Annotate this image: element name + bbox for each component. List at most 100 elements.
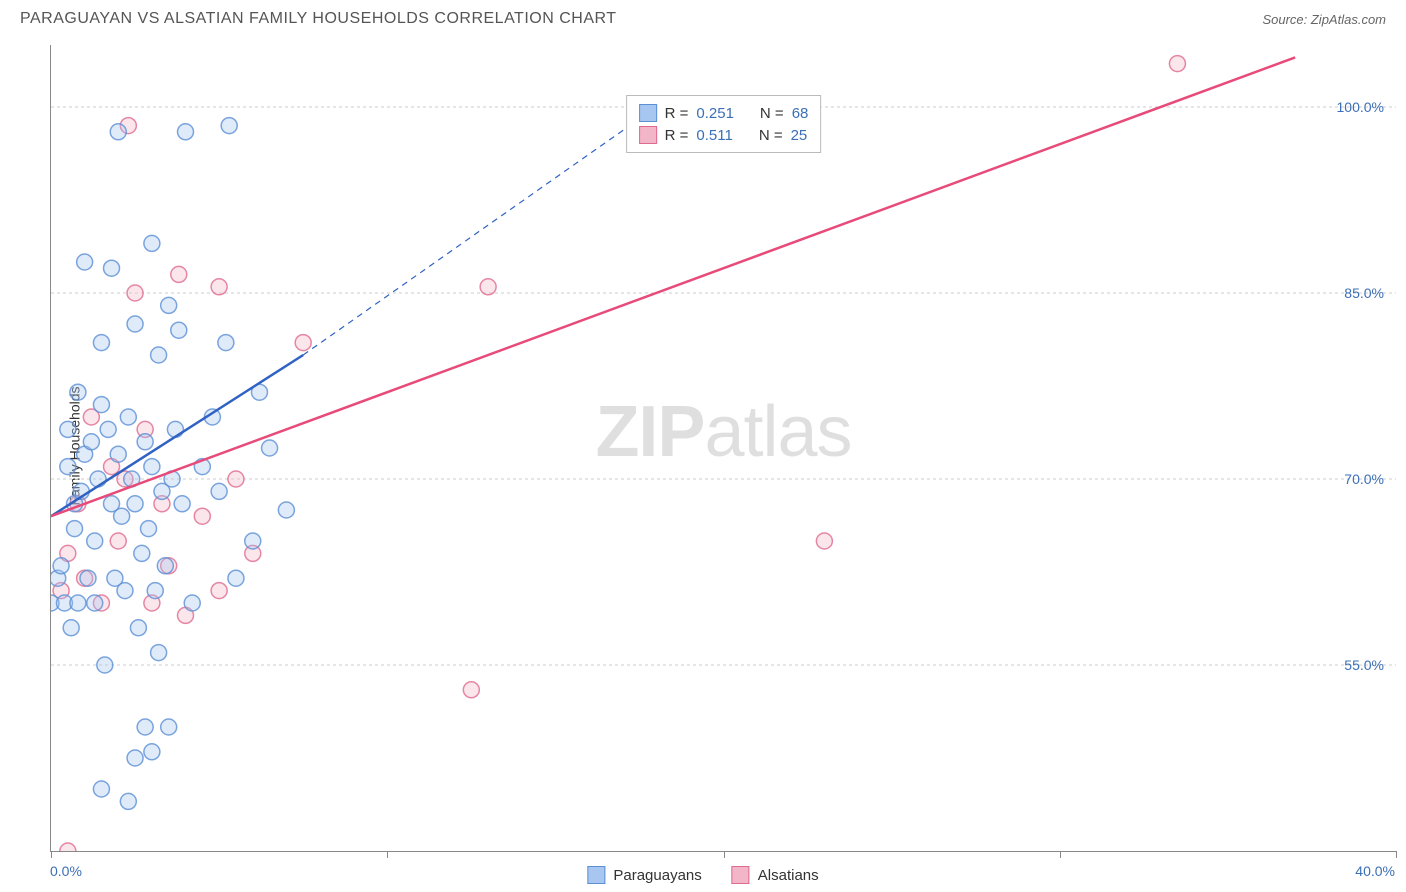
scatter-point-paraguayans (171, 322, 187, 338)
scatter-point-alsatians (463, 682, 479, 698)
scatter-point-paraguayans (147, 583, 163, 599)
scatter-point-alsatians (480, 279, 496, 295)
legend-r-value: 0.251 (696, 105, 734, 122)
y-tick-label: 55.0% (1344, 657, 1384, 673)
scatter-point-paraguayans (228, 570, 244, 586)
legend-r-label: R = (665, 105, 689, 122)
scatter-point-alsatians (194, 508, 210, 524)
scatter-point-paraguayans (60, 459, 76, 475)
legend-swatch (639, 104, 657, 122)
legend-n-value: 25 (791, 127, 808, 144)
chart-source: Source: ZipAtlas.com (1262, 12, 1386, 27)
scatter-point-paraguayans (100, 421, 116, 437)
legend-n-label: N = (760, 105, 784, 122)
scatter-point-paraguayans (161, 719, 177, 735)
legend-r-value: 0.511 (696, 127, 732, 144)
scatter-point-paraguayans (127, 496, 143, 512)
scatter-point-paraguayans (93, 335, 109, 351)
scatter-point-paraguayans (184, 595, 200, 611)
scatter-point-alsatians (1169, 56, 1185, 72)
legend-stats-row: R = 0.251 N = 68 (639, 102, 809, 124)
x-tick-mark (1396, 851, 1397, 858)
y-tick-label: 85.0% (1344, 285, 1384, 301)
legend-n-label: N = (759, 127, 783, 144)
legend-series-label: Alsatians (758, 867, 819, 884)
scatter-point-paraguayans (83, 434, 99, 450)
scatter-point-paraguayans (137, 719, 153, 735)
scatter-point-paraguayans (110, 124, 126, 140)
x-tick-mark (724, 851, 725, 858)
legend-stats-row: R = 0.511 N = 25 (639, 124, 809, 146)
scatter-point-paraguayans (141, 521, 157, 537)
scatter-point-paraguayans (144, 459, 160, 475)
scatter-point-paraguayans (70, 595, 86, 611)
scatter-point-paraguayans (90, 471, 106, 487)
scatter-point-paraguayans (245, 533, 261, 549)
scatter-point-paraguayans (137, 434, 153, 450)
x-tick-label: 40.0% (1355, 863, 1395, 879)
scatter-point-alsatians (127, 285, 143, 301)
legend-r-label: R = (665, 127, 689, 144)
scatter-point-paraguayans (144, 235, 160, 251)
scatter-point-paraguayans (178, 124, 194, 140)
scatter-point-paraguayans (151, 347, 167, 363)
scatter-point-paraguayans (53, 558, 69, 574)
scatter-point-alsatians (211, 279, 227, 295)
scatter-point-paraguayans (174, 496, 190, 512)
scatter-point-paraguayans (93, 397, 109, 413)
scatter-point-paraguayans (151, 645, 167, 661)
scatter-point-paraguayans (93, 781, 109, 797)
scatter-point-paraguayans (127, 750, 143, 766)
scatter-point-paraguayans (67, 521, 83, 537)
scatter-point-paraguayans (144, 744, 160, 760)
scatter-point-paraguayans (161, 297, 177, 313)
x-tick-label: 0.0% (50, 863, 82, 879)
scatter-point-paraguayans (114, 508, 130, 524)
scatter-point-alsatians (171, 266, 187, 282)
scatter-point-paraguayans (87, 533, 103, 549)
scatter-point-paraguayans (262, 440, 278, 456)
scatter-point-paraguayans (63, 620, 79, 636)
scatter-point-alsatians (60, 843, 76, 851)
legend-swatch (732, 866, 750, 884)
legend-swatch (639, 126, 657, 144)
scatter-point-paraguayans (127, 316, 143, 332)
legend-series: Paraguayans Alsatians (587, 866, 818, 884)
chart-header: PARAGUAYAN VS ALSATIAN FAMILY HOUSEHOLDS… (0, 0, 1406, 33)
scatter-point-alsatians (816, 533, 832, 549)
scatter-point-paraguayans (167, 421, 183, 437)
scatter-point-paraguayans (77, 254, 93, 270)
x-tick-mark (51, 851, 52, 858)
y-tick-label: 100.0% (1337, 99, 1384, 115)
scatter-point-alsatians (211, 583, 227, 599)
x-tick-mark (1060, 851, 1061, 858)
scatter-point-paraguayans (218, 335, 234, 351)
chart-plot-area: ZIPatlas R =0.251N =68R =0.511N =25 55.0… (50, 45, 1396, 852)
scatter-point-paraguayans (211, 483, 227, 499)
trendline-dashed-paraguayans (303, 107, 656, 355)
scatter-point-paraguayans (120, 793, 136, 809)
scatter-point-paraguayans (221, 118, 237, 134)
scatter-point-paraguayans (70, 384, 86, 400)
scatter-point-paraguayans (120, 409, 136, 425)
scatter-point-paraguayans (130, 620, 146, 636)
scatter-point-alsatians (110, 533, 126, 549)
scatter-point-alsatians (295, 335, 311, 351)
scatter-point-paraguayans (104, 260, 120, 276)
scatter-point-paraguayans (117, 583, 133, 599)
legend-stats-box: R = 0.251 N = 68 R = 0.511 N = 25 (626, 95, 822, 153)
scatter-point-paraguayans (134, 545, 150, 561)
y-tick-label: 70.0% (1344, 471, 1384, 487)
scatter-point-paraguayans (97, 657, 113, 673)
chart-title: PARAGUAYAN VS ALSATIAN FAMILY HOUSEHOLDS… (20, 10, 617, 28)
legend-series-item: Paraguayans (587, 866, 701, 884)
scatter-point-paraguayans (87, 595, 103, 611)
scatter-point-alsatians (228, 471, 244, 487)
scatter-point-paraguayans (278, 502, 294, 518)
x-tick-mark (387, 851, 388, 858)
scatter-point-paraguayans (110, 446, 126, 462)
scatter-point-paraguayans (60, 421, 76, 437)
legend-series-label: Paraguayans (613, 867, 701, 884)
legend-n-value: 68 (792, 105, 809, 122)
scatter-point-paraguayans (80, 570, 96, 586)
